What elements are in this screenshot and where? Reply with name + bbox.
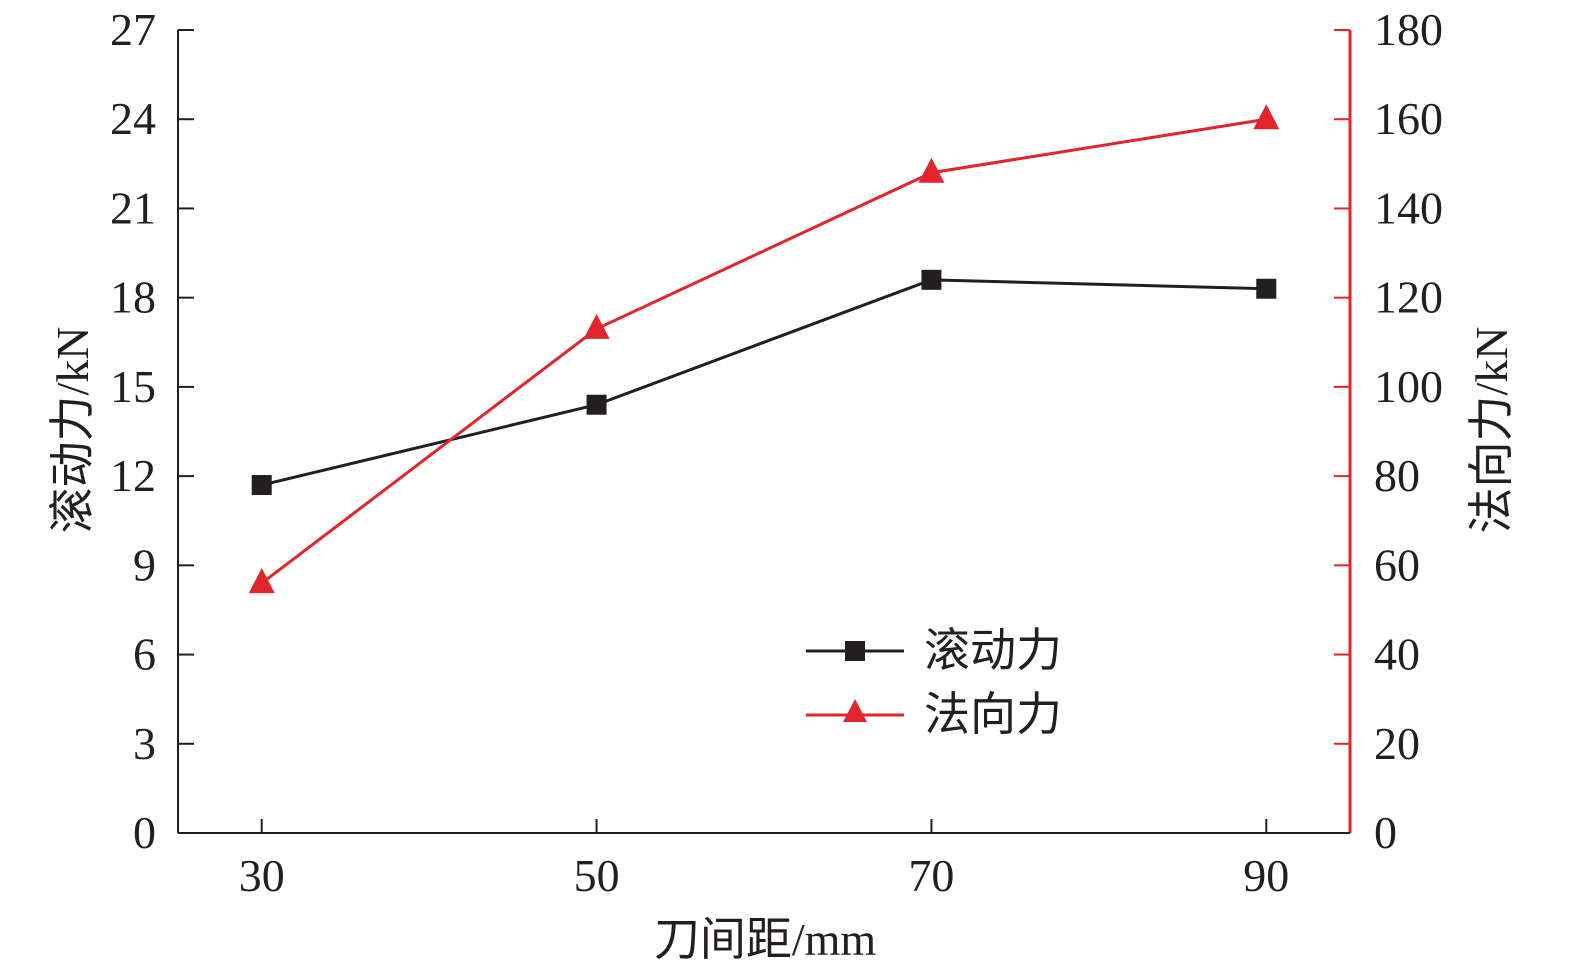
series-line-normal-force [260,117,1267,585]
data-point-normal-force [918,157,945,183]
left-axis-title: 滚动力/kN [47,327,98,534]
legend: 滚动力 法向力 [806,625,1062,740]
legend-label-normal-force: 法向力 [924,689,1062,740]
legend-item-normal-force: 法向力 [806,689,1062,740]
right-tick-label: 40 [1374,629,1420,680]
x-tick-label: 90 [1243,850,1289,901]
data-point-normal-force [1253,104,1280,130]
data-point-rolling-force [586,394,607,415]
right-tick-label: 0 [1374,807,1397,858]
left-tick-label: 12 [110,450,156,501]
right-tick-label: 120 [1374,272,1443,323]
legend-marker-triangle-icon [843,699,867,722]
data-point-normal-force [583,313,610,339]
left-tick-label: 0 [133,807,156,858]
series-layer [248,104,1280,594]
left-tick-label: 6 [133,629,156,680]
left-tick-label: 24 [110,93,156,144]
right-tick-label: 20 [1374,718,1420,769]
x-tick-label: 70 [908,850,954,901]
right-tick-label: 180 [1374,4,1443,55]
left-axis: 0 3 6 9 12 15 18 21 24 27 [110,4,194,858]
data-point-rolling-force [921,269,942,290]
right-tick-label: 100 [1374,361,1443,412]
right-tick-label: 80 [1374,450,1420,501]
bottom-axis: 30 50 70 90 [178,819,1350,901]
right-tick-label: 160 [1374,93,1443,144]
x-axis-title: 刀间距/mm [654,914,877,965]
data-point-rolling-force [251,475,272,496]
data-point-normal-force [248,568,275,594]
x-tick-label: 30 [239,850,285,901]
left-tick-label: 21 [110,182,156,233]
left-tick-label: 9 [133,539,156,590]
data-point-rolling-force [1256,278,1277,299]
left-tick-label: 27 [110,4,156,55]
left-tick-label: 3 [133,718,156,769]
right-axis-title: 法向力/kN [1466,327,1517,534]
right-tick-label: 140 [1374,182,1443,233]
x-tick-label: 50 [574,850,620,901]
left-tick-label: 15 [110,361,156,412]
left-tick-label: 18 [110,272,156,323]
right-axis: 0 20 40 60 80 100 120 140 160 180 [1334,4,1443,858]
legend-label-rolling-force: 滚动力 [924,625,1062,676]
right-tick-label: 60 [1374,539,1420,590]
legend-item-rolling-force: 滚动力 [806,625,1062,676]
legend-marker-square-icon [845,641,865,661]
series-line-rolling-force [261,278,1267,487]
